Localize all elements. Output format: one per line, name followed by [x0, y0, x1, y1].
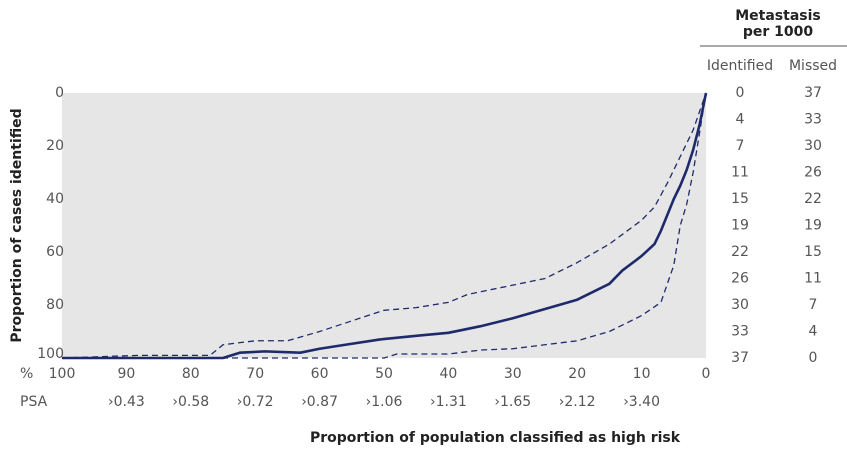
confidence-line	[61, 92, 707, 359]
table-cell: 15	[731, 191, 749, 207]
table-cell: 11	[731, 165, 749, 181]
table-cell: 26	[731, 271, 749, 287]
table-cell: 30	[731, 297, 749, 313]
y-tick-label: 20	[46, 138, 64, 154]
table-cell: 4	[809, 324, 818, 340]
table-cell: 15	[804, 244, 822, 260]
x-tick-label: 40	[439, 366, 457, 382]
psa-tick-label: ›0.72	[237, 394, 274, 410]
psa-label: PSA	[20, 394, 48, 410]
x-unit: %	[20, 366, 33, 382]
table-cell: 22	[731, 244, 749, 260]
table-cell: 22	[804, 191, 822, 207]
psa-tick-label: ›1.65	[494, 394, 531, 410]
table-cell: 7	[809, 297, 818, 313]
table-title: Metastasis	[735, 8, 821, 24]
table-column-header: Identified	[707, 58, 773, 74]
table-cell: 33	[804, 112, 822, 128]
psa-tick-label: ›0.58	[172, 394, 209, 410]
y-axis-label: Proportion of cases identified	[9, 108, 25, 342]
main-line	[62, 92, 708, 360]
psa-tick-label: ›2.12	[559, 394, 596, 410]
table-cell: 4	[736, 112, 745, 128]
y-tick-label: 60	[46, 244, 64, 260]
table-cell: 33	[731, 324, 749, 340]
x-tick-label: 100	[49, 366, 76, 382]
table-cell: 30	[804, 138, 822, 154]
x-tick-label: 20	[568, 366, 586, 382]
psa-tick-label: ›0.43	[108, 394, 145, 410]
table-cell: 0	[736, 85, 745, 101]
x-tick-label: 70	[246, 366, 264, 382]
psa-tick-label: ›3.40	[623, 394, 660, 410]
x-tick-label: 60	[311, 366, 329, 382]
x-axis-label: Proportion of population classified as h…	[310, 430, 681, 446]
psa-tick-label: ›0.87	[301, 394, 338, 410]
table-cell: 37	[731, 350, 749, 366]
y-tick-label: 100	[37, 346, 64, 362]
table-cell: 7	[736, 138, 745, 154]
table-title: per 1000	[743, 24, 814, 40]
table-cell: 11	[804, 271, 822, 287]
x-tick-label: 30	[504, 366, 522, 382]
table-cell: 19	[731, 218, 749, 234]
x-tick-label: 10	[633, 366, 651, 382]
table-cell: 0	[809, 350, 818, 366]
y-tick-label: 0	[55, 85, 64, 101]
x-tick-label: 0	[702, 366, 711, 382]
plot-background	[62, 93, 706, 358]
x-tick-label: 90	[117, 366, 135, 382]
y-tick-label: 40	[46, 191, 64, 207]
psa-tick-label: ›1.31	[430, 394, 467, 410]
confidence-line	[62, 92, 707, 359]
table-cell: 19	[804, 218, 822, 234]
x-tick-label: 50	[375, 366, 393, 382]
y-tick-label: 80	[46, 297, 64, 313]
table-cell: 37	[804, 85, 822, 101]
table-column-header: Missed	[789, 58, 837, 74]
x-tick-label: 80	[182, 366, 200, 382]
psa-tick-label: ›1.06	[366, 394, 403, 410]
table-cell: 26	[804, 165, 822, 181]
